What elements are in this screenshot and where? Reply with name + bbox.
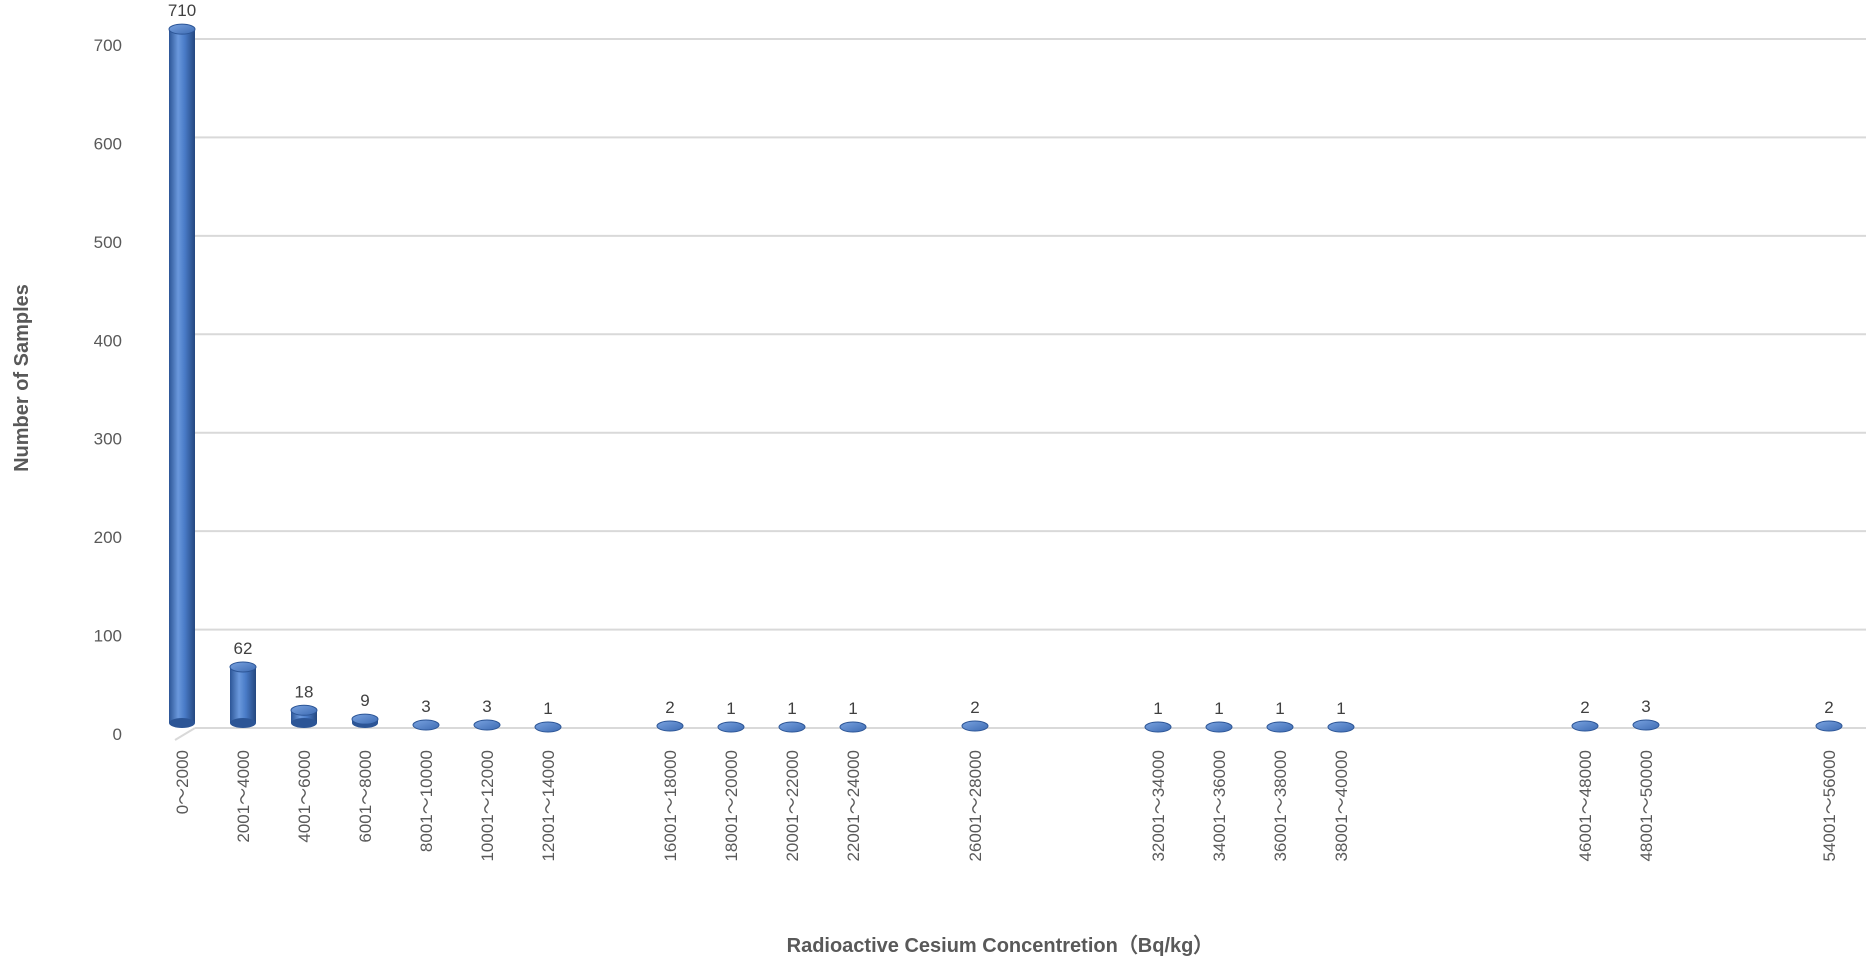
data-label: 3 [421,697,430,716]
bar [717,721,745,733]
data-label: 1 [1153,699,1162,718]
bar [351,713,379,728]
bar-top [656,720,684,732]
data-label: 1 [726,699,735,718]
bar [1205,721,1233,733]
x-tick-label: 22001～24000 [844,750,863,862]
bar-top [290,704,318,716]
bar [1327,721,1355,733]
bar [290,704,318,728]
x-axis-title: Radioactive Cesium Concentretion（Bq/kg） [787,934,1214,957]
bar-top [1815,720,1843,732]
bar [473,719,501,731]
data-label: 3 [482,697,491,716]
bar-body [230,666,256,723]
bar-top [717,721,745,733]
x-tick-label: 12001～14000 [539,750,558,862]
x-tick-label: 20001～22000 [783,750,802,862]
data-label: 1 [1336,699,1345,718]
y-tick-label: 200 [94,528,122,547]
bar [1571,720,1599,732]
gridline-depth [174,727,196,741]
x-tick-label: 8001～10000 [417,750,436,852]
bar-top [412,719,440,731]
bar-base [230,718,256,728]
bar-top [229,661,257,673]
bar-top [839,721,867,733]
x-tick-label: 46001～48000 [1576,750,1595,862]
data-label: 3 [1641,697,1650,716]
data-label: 1 [848,699,857,718]
bar-top [351,713,379,725]
bar-top [168,23,196,35]
data-label: 710 [168,1,196,20]
bar-top [1266,721,1294,733]
bar-top [1632,719,1660,731]
bar-top [473,719,501,731]
data-label: 1 [1214,699,1223,718]
data-label: 2 [665,698,674,717]
x-tick-label: 36001～38000 [1271,750,1290,862]
bar [229,661,257,728]
bar [961,720,989,732]
bar [1815,720,1843,732]
bars [168,23,1843,733]
x-tick-label: 0～2000 [173,750,192,814]
data-label: 2 [1824,698,1833,717]
bar-top [778,721,806,733]
bar [1266,721,1294,733]
bar-body [169,29,195,723]
y-tick-label: 0 [113,725,122,744]
data-label: 18 [295,682,314,701]
bar [534,721,562,733]
y-tick-label: 700 [94,36,122,55]
x-tick-label: 34001～36000 [1210,750,1229,862]
bar-top [1205,721,1233,733]
x-tick-label: 2001～4000 [234,750,253,843]
y-tick-label: 600 [94,134,122,153]
bar-base [169,718,195,728]
bar [778,721,806,733]
data-label: 1 [543,699,552,718]
data-label: 9 [360,691,369,710]
bar [839,721,867,733]
data-label: 62 [234,639,253,658]
y-tick-label: 400 [94,331,122,350]
x-tick-label: 16001～18000 [661,750,680,862]
data-label: 2 [1580,698,1589,717]
data-label: 1 [1275,699,1284,718]
x-tick-label: 38001～40000 [1332,750,1351,862]
bar [168,23,196,728]
x-tick-label: 48001～50000 [1637,750,1656,862]
y-tick-label: 100 [94,627,122,646]
x-tick-label: 6001～8000 [356,750,375,843]
bar-top [961,720,989,732]
bar-base [291,718,317,728]
bar-top [1571,720,1599,732]
y-tick-label: 500 [94,233,122,252]
x-tick-label: 26001～28000 [966,750,985,862]
x-tick-label: 32001～34000 [1149,750,1168,862]
bar-top [1327,721,1355,733]
x-axis-ticks: 0～2000 2001～4000 4001～6000 6001～8000 8001～10… [173,750,1839,862]
bar-top [534,721,562,733]
y-axis-ticks: 0 100 200 300 400 500 600 700 [94,36,122,744]
data-label: 2 [970,698,979,717]
x-tick-label: 10001～12000 [478,750,497,862]
y-axis-title: Number of Samples [11,284,33,472]
x-tick-label: 4001～6000 [295,750,314,843]
data-labels: 71062189331211121111232221 [168,1,1834,718]
bar [412,719,440,731]
x-tick-label: 18001～20000 [722,750,741,862]
data-label: 1 [787,699,796,718]
bar [1144,721,1172,733]
bar [1632,719,1660,731]
gridlines [174,38,1866,741]
bar-top [1144,721,1172,733]
x-tick-label: 54001～56000 [1820,750,1839,862]
y-tick-label: 300 [94,430,122,449]
bar [656,720,684,732]
